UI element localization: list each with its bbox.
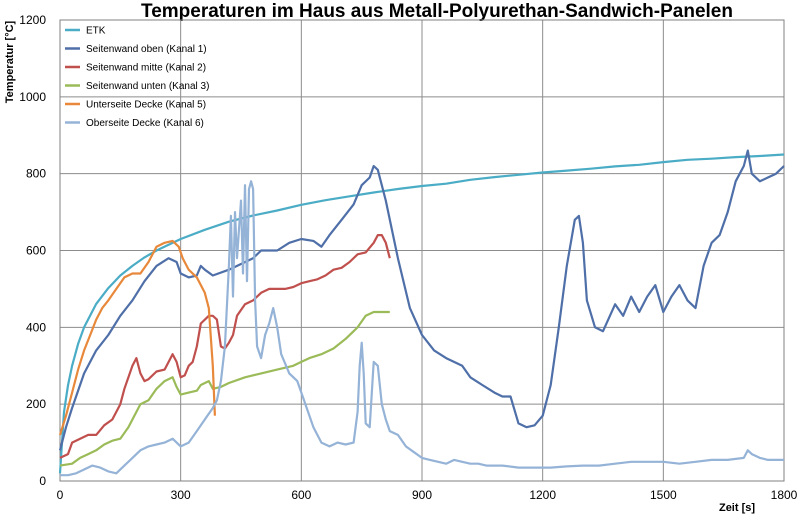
- x-tick-label: 600: [291, 488, 311, 502]
- x-axis-label: Zeit [s]: [719, 502, 755, 514]
- y-tick-label: 1200: [19, 13, 46, 27]
- series-lines: [58, 149, 785, 477]
- x-tick-label: 0: [57, 488, 64, 502]
- y-axis-ticks: 0 200 400 600 800 1000 1200: [19, 13, 46, 488]
- x-tick-label: 1500: [650, 488, 677, 502]
- chart-title: Temperaturen im Haus aus Metall-Polyuret…: [141, 1, 733, 22]
- y-tick-label: 1000: [19, 90, 46, 104]
- y-tick-label: 0: [39, 474, 46, 488]
- y-tick-label: 200: [26, 397, 46, 411]
- series-line-5: [58, 239, 216, 436]
- plot-area-border: [59, 19, 785, 482]
- x-axis-ticks: 0 300 600 900 1200 1500 1800: [57, 488, 798, 502]
- x-tick-label: 300: [171, 488, 191, 502]
- x-tick-label: 1800: [771, 488, 798, 502]
- series-line-1: [58, 153, 785, 474]
- legend-label: Oberseite Decke (Kanal 6): [86, 118, 204, 129]
- x-tick-label: 1200: [529, 488, 556, 502]
- y-axis-label: Temperatur [°C]: [4, 20, 16, 103]
- x-tick-label: 900: [412, 488, 432, 502]
- legend-label: Seitenwand oben (Kanal 1): [86, 44, 207, 55]
- legend-label: Unterseite Decke (Kanal 5): [86, 100, 206, 111]
- legend-label: Seitenwand unten (Kanal 3): [86, 81, 209, 92]
- legend-label: ETK: [86, 26, 106, 37]
- legend-label: Seitenwand mitte (Kanal 2): [86, 63, 206, 74]
- y-tick-label: 800: [26, 167, 46, 181]
- chart-legend: ETK Seitenwand oben (Kanal 1) Seitenwand m…: [65, 26, 209, 129]
- series-line-4: [59, 310, 390, 467]
- series-line-2: [58, 149, 785, 451]
- y-tick-label: 400: [26, 320, 46, 334]
- series-line-6: [60, 180, 784, 477]
- y-tick-label: 600: [26, 244, 46, 258]
- series-line-3: [59, 234, 391, 459]
